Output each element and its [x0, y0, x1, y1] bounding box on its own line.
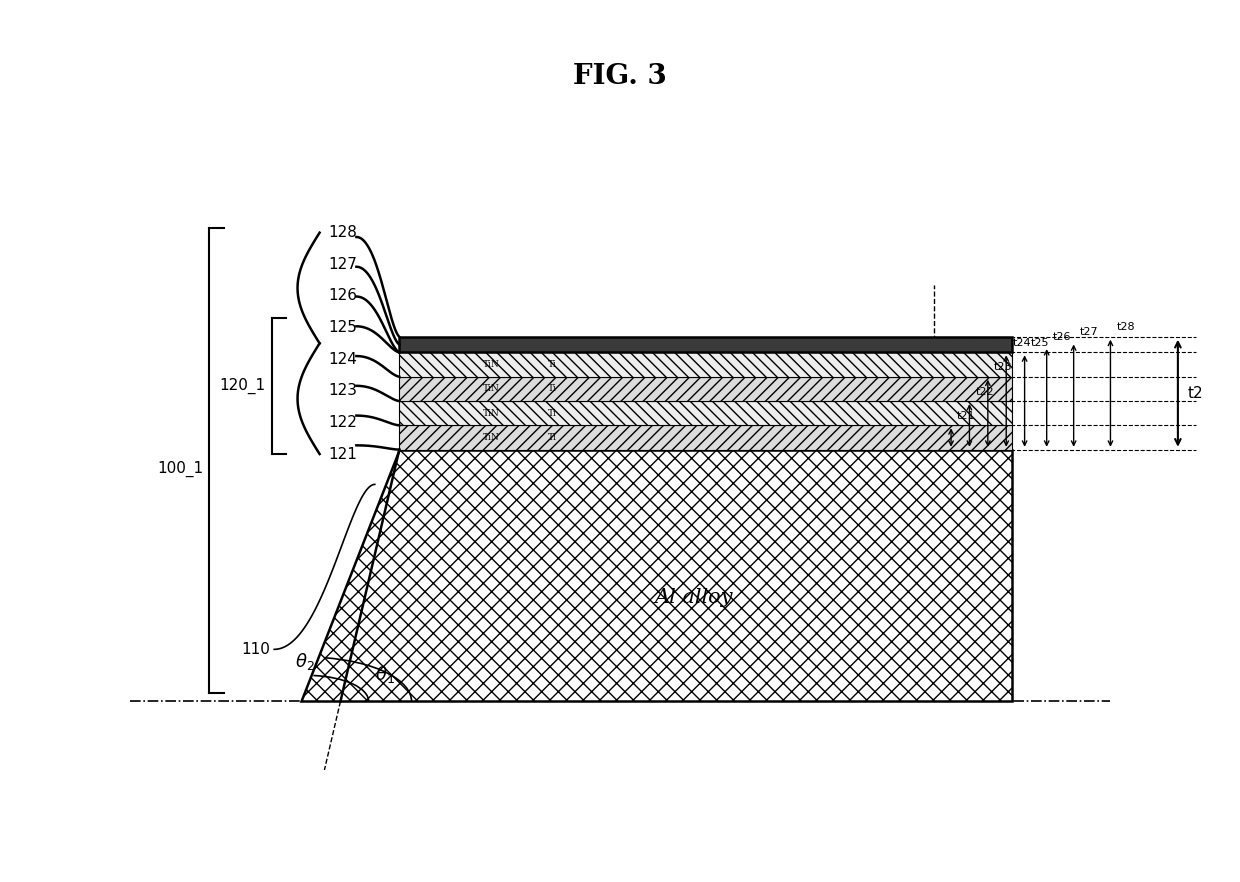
Text: TiN: TiN — [482, 385, 500, 393]
Text: t25: t25 — [1030, 338, 1049, 348]
Polygon shape — [399, 353, 1012, 377]
Text: 110: 110 — [242, 642, 270, 657]
Text: TiN: TiN — [482, 360, 500, 369]
Text: t24: t24 — [1012, 338, 1030, 348]
Text: Ti: Ti — [548, 408, 557, 418]
Text: $\theta_1$: $\theta_1$ — [374, 664, 394, 684]
Text: 121: 121 — [329, 446, 357, 461]
Polygon shape — [399, 425, 1012, 450]
Text: Ti: Ti — [548, 360, 557, 369]
Text: TiN: TiN — [482, 433, 500, 442]
Text: 127: 127 — [329, 257, 357, 272]
Text: t28: t28 — [1116, 323, 1135, 333]
Text: 128: 128 — [329, 225, 357, 240]
Text: t22: t22 — [976, 386, 994, 397]
Polygon shape — [399, 337, 1012, 353]
Text: 100_1: 100_1 — [157, 461, 203, 477]
Text: $\theta_2$: $\theta_2$ — [295, 651, 315, 672]
Text: 122: 122 — [329, 415, 357, 430]
Text: t2: t2 — [1188, 385, 1203, 400]
Text: Ti: Ti — [548, 433, 557, 442]
Text: t26: t26 — [1053, 332, 1071, 342]
Text: TiN: TiN — [482, 408, 500, 418]
Text: t27: t27 — [1080, 327, 1099, 337]
Text: Al alloy: Al alloy — [655, 587, 733, 607]
Text: FIG. 3: FIG. 3 — [573, 63, 667, 90]
Text: Ti: Ti — [548, 385, 557, 393]
Polygon shape — [399, 401, 1012, 425]
Text: 126: 126 — [329, 288, 357, 303]
Text: 123: 123 — [329, 384, 357, 399]
Text: t21: t21 — [957, 411, 976, 421]
Polygon shape — [399, 377, 1012, 401]
Text: t23: t23 — [994, 363, 1013, 372]
Text: 125: 125 — [329, 320, 357, 335]
Polygon shape — [301, 450, 1012, 701]
Text: 124: 124 — [329, 352, 357, 367]
Text: 120_1: 120_1 — [219, 377, 265, 394]
